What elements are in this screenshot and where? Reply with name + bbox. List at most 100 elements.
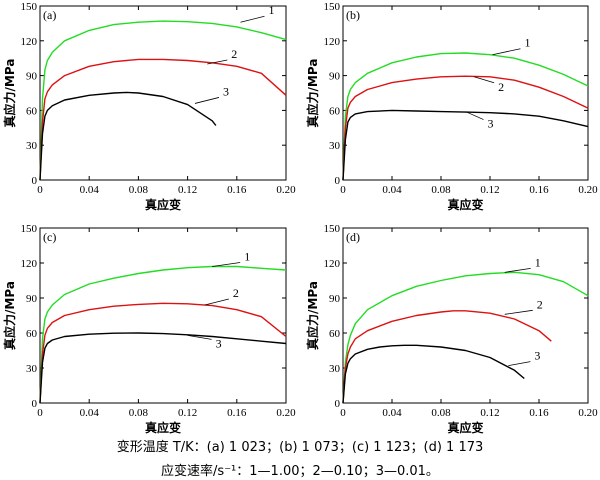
panel-label: (d) [346, 230, 360, 244]
x-axis-label: 真应变 [145, 420, 181, 435]
curve-leader-line [187, 334, 212, 340]
x-tick-label: 0 [37, 184, 43, 196]
y-tick-label: 30 [329, 140, 341, 152]
x-tick-label: 0.20 [276, 407, 296, 419]
x-tick-label: 0.08 [129, 407, 149, 419]
x-tick-label: 0.08 [129, 184, 149, 196]
y-tick-label: 60 [26, 328, 38, 340]
x-tick-label: 0.08 [431, 184, 451, 196]
caption-temperature: 变形温度 T/K：(a) 1 023；(b) 1 073；(c) 1 123；(… [116, 440, 484, 455]
y-tick-label: 150 [21, 223, 38, 235]
x-tick-label: 0.20 [578, 407, 598, 419]
plot-frame [342, 227, 589, 404]
y-tick-label: 120 [21, 36, 38, 48]
series-line-3 [342, 109, 589, 181]
y-axis-label: 真应力/MPa [305, 281, 320, 350]
y-tick-label: 30 [329, 363, 341, 375]
y-tick-label: 90 [329, 293, 341, 305]
y-tick-label: 0 [32, 175, 38, 187]
y-tick-label: 60 [329, 105, 341, 117]
chart-panel-1: 0 0.04 0.08 0.12 0.16 0.20 0 30 60 90 120 150 真应变 真应力… [2, 1, 296, 212]
y-tick-label: 150 [21, 1, 38, 13]
curve-label-2: 2 [233, 286, 239, 300]
series-line-1 [342, 271, 589, 404]
x-tick-label: 0.04 [80, 184, 100, 196]
series-line-2 [342, 75, 589, 181]
series-line-1 [342, 52, 589, 181]
x-tick-label: 0.12 [178, 407, 197, 419]
curve-label-2: 2 [231, 47, 237, 61]
curve-label-1: 1 [524, 36, 530, 50]
curve-leader-line [207, 59, 228, 65]
x-tick-label: 0.16 [529, 184, 549, 196]
y-tick-label: 120 [21, 258, 38, 270]
curve-label-3: 3 [534, 349, 540, 363]
caption-strain-rate: 应变速率/s⁻¹：1—1.00；2—0.10；3—0.01。 [161, 464, 439, 479]
x-tick-label: 0.20 [578, 184, 598, 196]
y-tick-label: 150 [324, 1, 341, 13]
y-tick-label: 0 [32, 398, 38, 410]
x-tick-label: 0.12 [480, 184, 499, 196]
x-tick-label: 0.08 [431, 407, 451, 419]
y-axis-label: 真应力/MPa [2, 59, 17, 128]
curve-leader-line [504, 309, 533, 315]
y-tick-label: 60 [26, 105, 38, 117]
y-tick-label: 90 [26, 293, 38, 305]
curve-label-3: 3 [223, 84, 229, 98]
curve-label-1: 1 [535, 255, 541, 269]
series-line-3 [39, 332, 287, 404]
series-line-1 [39, 265, 287, 404]
x-tick-label: 0.04 [382, 407, 402, 419]
curve-leader-line [492, 48, 521, 56]
x-tick-label: 0.04 [382, 184, 402, 196]
x-tick-label: 0 [37, 407, 43, 419]
series-line-2 [39, 302, 287, 404]
panel-label: (c) [43, 230, 56, 244]
x-axis-label: 真应变 [447, 420, 483, 435]
curve-leader-line [473, 76, 495, 84]
chart-panel-3: 0 0.04 0.08 0.12 0.16 0.20 0 30 60 90 120 150 真应变 真应力… [2, 223, 296, 435]
y-tick-label: 30 [26, 140, 38, 152]
y-tick-label: 120 [324, 258, 341, 270]
y-tick-label: 30 [26, 363, 38, 375]
curve-leader-line [465, 111, 484, 120]
x-axis-label: 真应变 [447, 197, 483, 212]
curve-leader-line [240, 15, 265, 23]
y-tick-label: 0 [335, 175, 341, 187]
plot-frame [39, 227, 287, 404]
series-line-1 [39, 20, 287, 181]
y-tick-label: 150 [324, 223, 341, 235]
y-axis-label: 真应力/MPa [2, 281, 17, 350]
curve-label-2: 2 [537, 297, 543, 311]
curve-leader-line [194, 97, 220, 104]
series-line-2 [342, 310, 552, 404]
x-tick-label: 0.16 [529, 407, 549, 419]
x-tick-label: 0 [340, 184, 346, 196]
x-tick-label: 0.12 [178, 184, 197, 196]
x-tick-label: 0.04 [80, 407, 100, 419]
curve-leader-line [508, 361, 531, 367]
series-line-3 [39, 91, 217, 181]
curve-leader-line [204, 298, 229, 306]
panel-label: (a) [43, 8, 56, 22]
curve-label-1: 1 [244, 250, 250, 264]
x-tick-label: 0.16 [227, 184, 247, 196]
plot-frame [39, 5, 287, 181]
chart-panel-2: 0 0.04 0.08 0.12 0.16 0.20 0 30 60 90 120 150 真应变 真应力… [305, 1, 598, 212]
y-tick-label: 120 [324, 36, 341, 48]
curve-leader-line [504, 267, 531, 273]
y-tick-label: 90 [329, 71, 341, 83]
x-tick-label: 0.12 [480, 407, 499, 419]
curve-leader-line [212, 262, 241, 267]
series-line-2 [39, 58, 287, 181]
series-line-3 [342, 344, 525, 404]
x-tick-label: 0.16 [227, 407, 247, 419]
x-axis-label: 真应变 [145, 197, 181, 212]
curve-label-1: 1 [268, 3, 274, 17]
y-tick-label: 0 [335, 398, 341, 410]
curve-label-2: 2 [498, 80, 504, 94]
y-tick-label: 90 [26, 71, 38, 83]
curve-label-3: 3 [216, 336, 222, 350]
y-axis-label: 真应力/MPa [305, 59, 320, 128]
x-tick-label: 0 [340, 407, 346, 419]
